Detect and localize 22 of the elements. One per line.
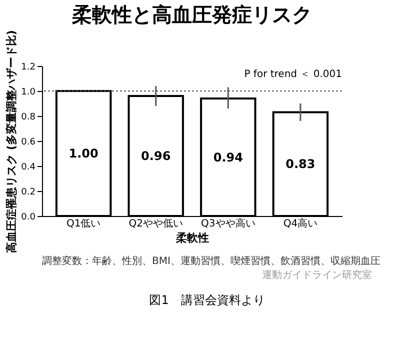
- text: 運動ガイドライン研究室: [262, 269, 372, 281]
- x-tick-label: Q2やや低い: [128, 218, 183, 230]
- y-tick-label: 1.0: [21, 88, 36, 98]
- data-label: 0.94: [213, 150, 243, 164]
- data-label: 0.96: [141, 149, 171, 163]
- text: 調整変数：年齢、性別、BMI、運動習慣、喫煙習慣、飲酒習慣、収縮期血圧: [42, 255, 380, 267]
- x-tick-label: Q3やや高い: [201, 218, 256, 230]
- y-tick-label: 0.4: [21, 162, 36, 172]
- caption: 図1 講習会資料より: [149, 293, 265, 307]
- y-tick-label: 1.2: [21, 62, 36, 72]
- data-label: 0.83: [286, 157, 316, 172]
- y-tick-label: 0.0: [21, 212, 36, 222]
- x-axis-title: 柔軟性: [175, 232, 209, 244]
- x-tick-label: Q1低い: [66, 218, 101, 230]
- y-tick-label: 0.6: [21, 138, 36, 148]
- x-tick-label: Q4高い: [283, 218, 318, 230]
- annotation: P for trend ＜ 0.001: [244, 69, 342, 80]
- data-label: 1.00: [68, 146, 98, 160]
- y-axis-title: 高血圧症罹患リスク (多変量調整ハザード比): [5, 30, 18, 253]
- y-tick-label: 0.2: [21, 188, 36, 198]
- chart-title: 柔軟性と高血圧発症リスク: [71, 2, 312, 27]
- y-tick-label: 0.8: [21, 112, 36, 122]
